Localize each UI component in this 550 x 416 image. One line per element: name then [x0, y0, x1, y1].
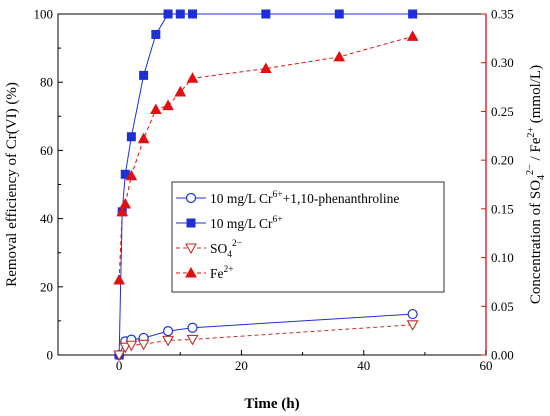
- y-right-tick-label: 0.10: [491, 250, 514, 265]
- legend-entry-1: 10 mg/L Cr6++1,10-phenanthroline: [176, 190, 399, 206]
- data-point: [188, 9, 198, 19]
- y-right-tick-label: 0.35: [491, 7, 514, 22]
- y-right-tick-label: 0.25: [491, 104, 514, 119]
- data-point: [113, 273, 125, 285]
- x-tick-label: 40: [357, 358, 370, 373]
- data-point: [139, 70, 149, 80]
- data-point: [185, 266, 197, 278]
- data-point: [151, 29, 161, 39]
- y-right-tick-label: 0.05: [491, 299, 514, 314]
- series-1: [114, 308, 418, 361]
- legend-label: 10 mg/L Cr6+: [210, 215, 283, 231]
- data-point: [406, 30, 419, 41]
- data-point: [126, 132, 136, 142]
- data-point: [116, 205, 129, 217]
- data-point: [149, 103, 162, 114]
- data-point: [186, 72, 199, 83]
- data-point: [175, 9, 185, 19]
- y-left-tick-label: 40: [40, 211, 53, 226]
- data-point: [334, 9, 344, 19]
- data-point: [186, 218, 196, 228]
- data-point: [185, 243, 197, 255]
- y-left-tick-label: 0: [47, 348, 54, 363]
- data-point: [162, 326, 174, 337]
- series-line: [118, 324, 413, 356]
- y-axis-label-left: Removal efficiency of Cr(VI) (%): [4, 82, 20, 287]
- data-point: [125, 169, 138, 181]
- data-point: [186, 334, 199, 346]
- series-3: [113, 320, 419, 362]
- y-right-tick-label: 0.20: [491, 153, 514, 168]
- y-left-tick-label: 20: [40, 279, 53, 294]
- data-point: [162, 99, 174, 111]
- series-line: [118, 35, 413, 281]
- data-point: [113, 350, 126, 362]
- y-right-tick-label: 0.30: [491, 55, 514, 70]
- y-right-tick-label: 0.15: [491, 201, 514, 216]
- data-point: [185, 192, 197, 204]
- data-point: [162, 335, 174, 347]
- data-point: [163, 9, 173, 19]
- y-left-tick-label: 60: [40, 143, 53, 158]
- series-line: [118, 13, 413, 356]
- data-point: [119, 342, 132, 354]
- data-point: [406, 320, 419, 331]
- legend-box: [171, 181, 445, 293]
- x-tick-label: 0: [116, 358, 123, 373]
- data-point: [187, 322, 198, 333]
- legend-label: 10 mg/L Cr6++1,10-phenanthroline: [210, 190, 399, 206]
- y-axis-label-right: Concentration of SO42− / Fe2+ (mmol/L): [525, 65, 547, 304]
- data-point: [174, 85, 187, 97]
- data-point: [260, 62, 272, 74]
- series-4: [113, 30, 419, 285]
- data-point: [125, 340, 138, 352]
- y-left-tick-label: 100: [34, 7, 54, 22]
- data-point: [137, 339, 150, 351]
- data-point: [408, 9, 418, 19]
- x-tick-label: 20: [235, 358, 248, 373]
- series-line: [118, 313, 413, 356]
- x-axis-label: Time (h): [244, 396, 299, 412]
- legend-entry-2: 10 mg/L Cr6+: [176, 215, 283, 231]
- data-point: [261, 9, 271, 19]
- y-right-tick-label: 0.00: [491, 348, 514, 363]
- data-point: [137, 132, 150, 144]
- data-point: [407, 308, 418, 320]
- data-point: [333, 50, 346, 62]
- x-tick-label: 60: [480, 358, 493, 373]
- data-point: [119, 197, 132, 209]
- y-left-tick-label: 80: [40, 75, 53, 90]
